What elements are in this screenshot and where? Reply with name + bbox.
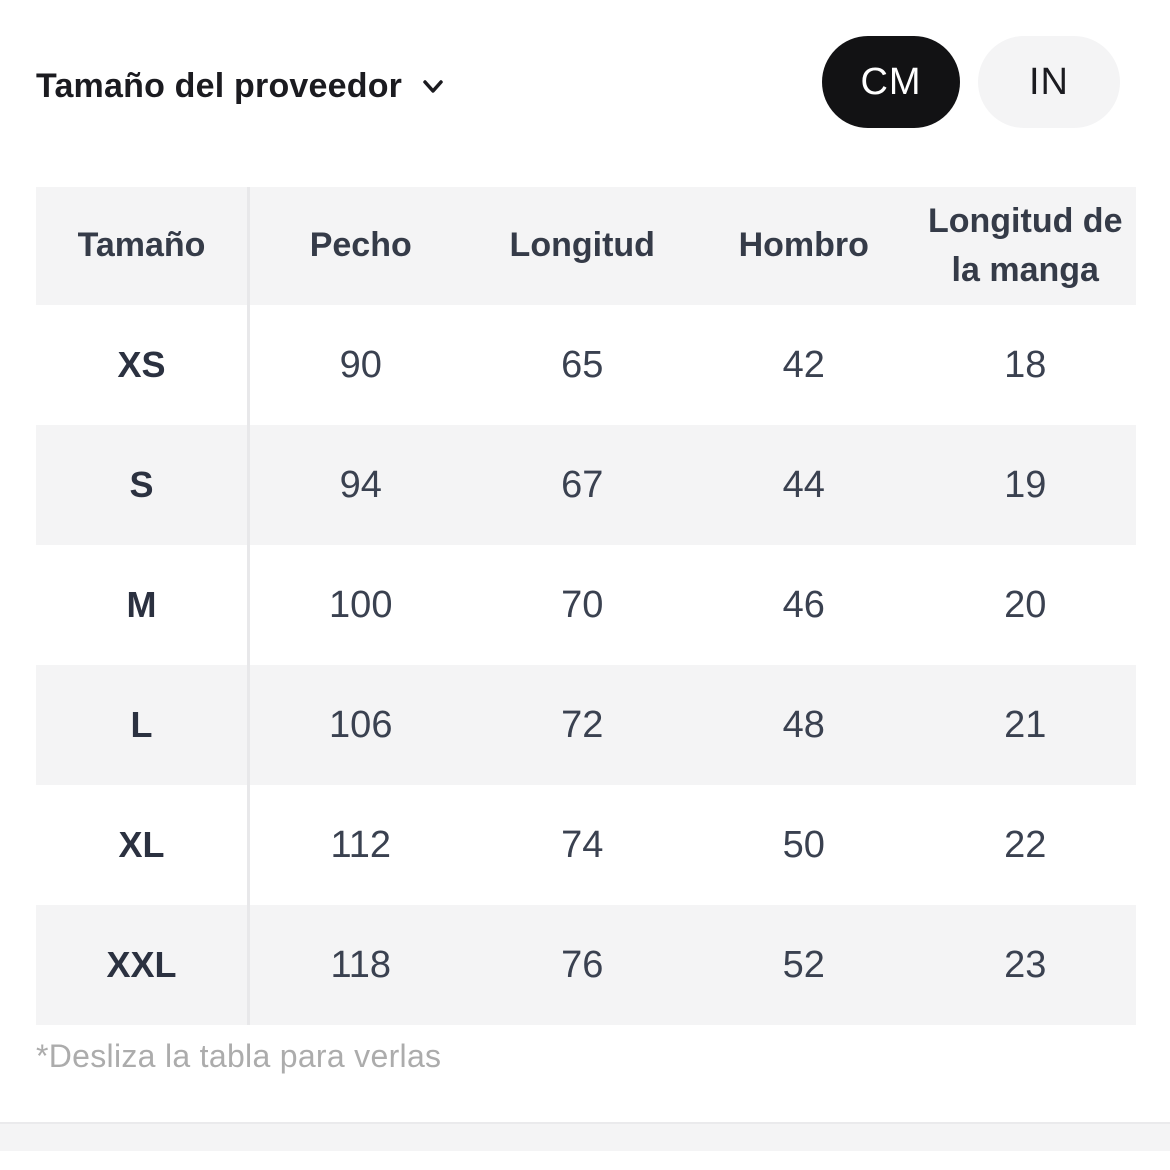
chevron-down-icon <box>423 80 443 93</box>
value-cell: 22 <box>1004 823 1047 866</box>
value-cell: 20 <box>1004 583 1047 626</box>
unit-toggle-in-button[interactable]: IN <box>978 36 1120 128</box>
swipe-hint-note: *Desliza la tabla para verlas <box>36 1038 442 1074</box>
value-cell: 67 <box>561 463 604 506</box>
table-row-m: M 100 70 46 20 <box>36 545 1136 665</box>
value-cell: 48 <box>782 703 825 746</box>
size-cell: S <box>36 425 250 545</box>
unit-toggle-in-label: IN <box>1029 60 1069 103</box>
unit-toggle-cm-button[interactable]: CM <box>822 36 960 128</box>
value-cell: 52 <box>782 943 825 986</box>
value-cell: 46 <box>782 583 825 626</box>
value-cell: 70 <box>561 583 604 626</box>
table-row-xl: XL 112 74 50 22 <box>36 785 1136 905</box>
unit-toggle-cm-label: CM <box>860 60 922 103</box>
size-cell: XXL <box>36 905 250 1025</box>
next-section-edge <box>0 1122 1170 1151</box>
value-cell: 65 <box>561 343 604 386</box>
value-cell: 118 <box>330 943 392 986</box>
value-cell: 50 <box>782 823 825 866</box>
value-cell: 90 <box>339 343 382 386</box>
column-header-sleeve-length: Longitud de la manga <box>927 201 1123 289</box>
value-cell: 112 <box>330 823 392 866</box>
value-cell: 74 <box>561 823 604 866</box>
size-cell: XL <box>36 785 250 905</box>
table-row-xxl: XXL 118 76 52 23 <box>36 905 1136 1025</box>
column-header-shoulder: Hombro <box>738 226 869 265</box>
value-cell: 18 <box>1004 343 1047 386</box>
table-row-s: S 94 67 44 19 <box>36 425 1136 545</box>
table-row-l: L 106 72 48 21 <box>36 665 1136 785</box>
value-cell: 94 <box>339 463 382 506</box>
table-row-xs: XS 90 65 42 18 <box>36 305 1136 425</box>
value-cell: 23 <box>1004 943 1047 986</box>
table-header-row: Tamaño Pecho Longitud Hombro Longitud de… <box>36 187 1136 305</box>
column-header-size: Tamaño <box>36 187 250 305</box>
size-cell: M <box>36 545 250 665</box>
page-title: Tamaño del proveedor <box>36 66 403 105</box>
column-header-chest: Pecho <box>309 226 412 265</box>
value-cell: 100 <box>329 583 393 626</box>
value-cell: 21 <box>1004 703 1047 746</box>
value-cell: 44 <box>782 463 825 506</box>
supplier-size-dropdown[interactable]: Tamaño del proveedor <box>36 58 450 114</box>
column-header-length: Longitud <box>509 226 655 265</box>
size-cell: XS <box>36 305 250 425</box>
value-cell: 42 <box>782 343 825 386</box>
size-table[interactable]: Tamaño Pecho Longitud Hombro Longitud de… <box>36 187 1136 1025</box>
value-cell: 72 <box>561 703 604 746</box>
size-cell: L <box>36 665 250 785</box>
value-cell: 106 <box>329 703 393 746</box>
value-cell: 19 <box>1004 463 1047 506</box>
value-cell: 76 <box>561 943 604 986</box>
